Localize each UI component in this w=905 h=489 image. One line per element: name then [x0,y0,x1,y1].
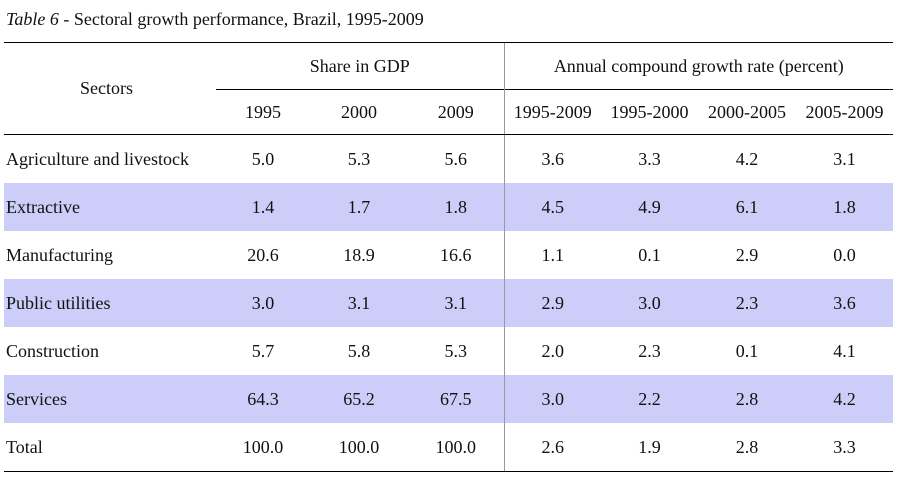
header-growth-period: 1995-2000 [601,89,698,135]
growth-value: 0.1 [638,244,661,265]
share-value: 64.3 [216,375,310,423]
share-value: 1.7 [310,183,408,231]
growth-value: 4.5 [503,183,601,231]
table-caption: Table 6 - Sectoral growth performance, B… [6,7,424,31]
growth-value: 2.6 [503,423,601,472]
header-growth-period: 2000-2005 [698,89,796,135]
share-value: 3.1 [408,279,504,327]
growth-value: 2.0 [503,327,601,375]
share-value: 20.6 [247,244,279,265]
growth-value: 4.2 [796,375,894,423]
share-value: 100.0 [310,423,408,472]
growth-value: 3.0 [503,375,601,423]
sector-name: Total [4,423,216,472]
growth-value: 2.8 [698,423,796,472]
header-growth-group: Annual compound growth rate (percent) [503,42,894,90]
table-body: Agriculture and livestock 5.0 5.3 5.6 3.6 3.3… [4,134,894,472]
sectoral-growth-table: Sectors Share in GDP Annual compound gro… [4,42,894,472]
growth-value: 1.8 [796,183,894,231]
growth-value: 4.1 [833,340,856,361]
sector-name: Public utilities [4,279,216,327]
growth-value: 2.3 [638,340,661,361]
share-value: 3.1 [310,279,408,327]
table-row: Agriculture and livestock 5.0 5.3 5.6 3.6 3.3… [4,134,893,183]
share-value: 3.0 [216,279,310,327]
sector-name: Services [4,375,216,423]
sector-name: Construction [6,340,99,361]
caption-text: - Sectoral growth performance, Brazil, 1… [58,9,424,29]
header-share-group: Share in GDP [216,42,504,90]
share-value: 1.8 [408,183,504,231]
growth-value: 0.1 [735,340,759,361]
table-row: Construction 5.7 5.8 5.3 2.0 2.3 0.1 4.1 [4,327,893,375]
share-value: 16.6 [440,244,472,265]
table-row: Extractive 1.4 1.7 1.8 4.5 4.9 6.1 1.8 [4,183,894,231]
growth-value: 0.0 [833,244,856,265]
growth-value: 3.3 [796,423,894,472]
header-sectors: Sectors [4,42,216,135]
table-row: Public utilities 3.0 3.1 3.1 2.9 3.0 2.3 3.6 [4,279,894,327]
share-value: 5.8 [347,340,371,361]
share-value: 67.5 [408,375,504,423]
share-value: 65.2 [310,375,408,423]
growth-value: 4.2 [735,148,759,169]
growth-value: 3.6 [796,279,894,327]
header-share-year: 2009 [408,89,504,135]
growth-value: 2.9 [503,279,601,327]
sector-name: Agriculture and livestock [6,148,189,169]
growth-value: 2.3 [698,279,796,327]
header-growth-period: 1995-2009 [503,89,601,135]
growth-value: 6.1 [698,183,796,231]
table-row: Manufacturing 20.6 18.9 16.6 1.1 0.1 2.9 0.0 [4,231,893,279]
header-share-year: 2000 [310,89,408,135]
sector-name: Manufacturing [6,244,113,265]
share-value: 5.3 [347,148,371,169]
share-value: 5.6 [444,148,468,169]
share-value: 18.9 [343,244,375,265]
share-value: 5.3 [444,340,468,361]
share-value: 5.7 [251,340,275,361]
header-growth-period: 2005-2009 [796,89,894,135]
growth-value: 3.0 [601,279,698,327]
growth-value: 4.9 [601,183,698,231]
growth-value: 2.2 [601,375,698,423]
share-value: 100.0 [408,423,504,472]
share-value: 1.4 [216,183,310,231]
share-value: 100.0 [216,423,310,472]
sector-name: Extractive [4,183,216,231]
growth-value: 3.3 [638,148,661,169]
growth-value: 1.9 [601,423,698,472]
table-row: Total 100.0 100.0 100.0 2.6 1.9 2.8 3.3 [4,423,894,472]
growth-value: 1.1 [503,231,601,279]
growth-value: 2.8 [698,375,796,423]
growth-value: 3.6 [503,134,601,183]
growth-value: 2.9 [735,244,759,265]
caption-label: Table 6 [6,9,59,29]
growth-value: 3.1 [833,148,856,169]
share-value: 5.0 [251,148,275,169]
table-row: Services 64.3 65.2 67.5 3.0 2.2 2.8 4.2 [4,375,894,423]
subheader-row: 1995 2000 2009 1995-2009 1995-2000 2000-2005 2… [4,89,894,135]
header-share-year: 1995 [216,89,310,135]
